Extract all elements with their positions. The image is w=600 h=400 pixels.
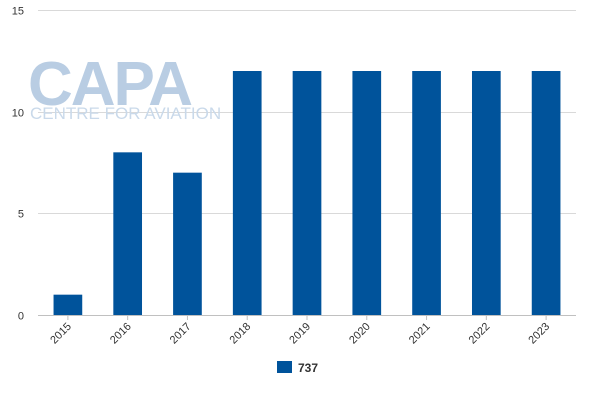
x-tick-label: 2020: [347, 321, 373, 347]
x-tick-label: 2015: [48, 321, 74, 347]
x-tick-label: 2023: [526, 321, 552, 347]
bar-2018[interactable]: [232, 71, 262, 315]
bar-2020[interactable]: [352, 71, 382, 315]
y-tick-label: 0: [18, 311, 24, 323]
x-tick-label: 2022: [467, 321, 493, 347]
watermark-subtitle: CENTRE FOR AVIATION: [30, 104, 221, 123]
y-tick-label: 10: [12, 108, 24, 120]
watermark-logo: CAPA: [28, 50, 192, 119]
x-tick-label: 2016: [108, 321, 134, 347]
bar-2019[interactable]: [292, 71, 322, 315]
y-tick-labels: 0 5 10 15: [12, 6, 24, 323]
x-tick-label: 2017: [168, 321, 194, 347]
y-tick-label: 15: [12, 6, 24, 18]
legend-swatch-737[interactable]: [277, 361, 292, 373]
bar-2023[interactable]: [531, 71, 561, 315]
x-tick-label: 2018: [228, 321, 254, 347]
bar-2017[interactable]: [173, 172, 202, 315]
x-tick-label: 2019: [287, 321, 313, 347]
legend-label-737[interactable]: 737: [298, 361, 318, 375]
bar-2015[interactable]: [53, 294, 83, 315]
bar-2016[interactable]: [113, 152, 143, 315]
y-tick-label: 5: [18, 209, 24, 221]
x-tick-label: 2021: [407, 321, 433, 347]
x-tick-labels: 2015 2016 2017 2018 2019 2020 2021 2022 2023: [48, 315, 552, 346]
bar-2022[interactable]: [471, 71, 501, 315]
legend[interactable]: 737: [277, 361, 318, 375]
capa-watermark: CAPA CENTRE FOR AVIATION: [28, 50, 221, 123]
bar-2021[interactable]: [412, 71, 441, 315]
bars: [53, 71, 561, 315]
